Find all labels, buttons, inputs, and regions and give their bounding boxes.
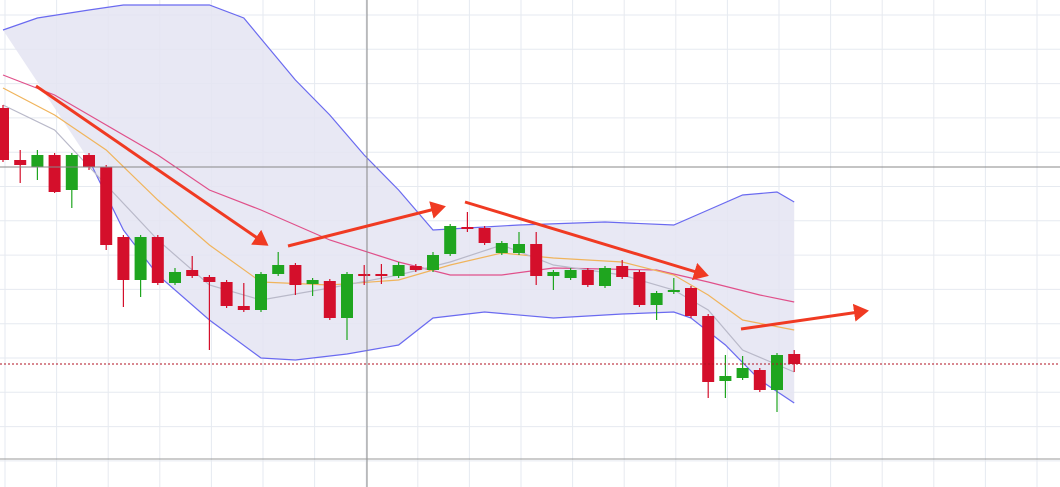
candle-body [306, 280, 319, 284]
candle-body [495, 243, 508, 253]
candle-body [237, 306, 250, 310]
candle-body [341, 274, 353, 318]
candle-body [616, 266, 629, 277]
candle-body [220, 282, 233, 306]
arrow [287, 201, 446, 248]
candle-body [444, 226, 457, 254]
candle-body [427, 255, 439, 270]
candle-body [151, 237, 164, 283]
candle-body [48, 155, 61, 192]
candle-body [323, 281, 336, 318]
candle-body [409, 266, 422, 270]
candle-body [788, 354, 801, 364]
candle-body [513, 244, 525, 253]
candle-body [564, 270, 577, 278]
candle-body [530, 244, 543, 276]
candle-body [255, 274, 267, 310]
candle-body [289, 265, 302, 285]
candle-body [358, 274, 371, 276]
arrow [740, 303, 869, 331]
candle-body [203, 277, 216, 282]
candle-body [736, 368, 749, 378]
indicator-line [2, 4, 795, 231]
candle-body [392, 265, 405, 276]
candle-body [375, 274, 388, 276]
arrows [35, 84, 869, 331]
candle-body [65, 155, 78, 190]
candle-body [685, 288, 697, 316]
candle-body [169, 272, 181, 283]
candle-body [650, 293, 663, 305]
candle-body [134, 237, 147, 280]
candle-body [14, 160, 27, 165]
candle-body [599, 268, 611, 286]
candle-body [633, 272, 646, 305]
candle-body [753, 370, 766, 390]
candle-body [702, 316, 715, 382]
candle-body [117, 237, 130, 280]
candle-body [667, 290, 680, 292]
candle-body [272, 265, 285, 274]
candle-body [581, 270, 594, 285]
candle-body [100, 167, 113, 245]
arrow [35, 84, 269, 246]
candle-body [83, 155, 95, 167]
candle-body [547, 272, 560, 276]
candle-body [31, 155, 44, 167]
candle-body [719, 376, 732, 381]
candle-body [478, 228, 491, 243]
candle-body [461, 227, 474, 229]
candle-body [186, 270, 199, 276]
candle-body [0, 108, 9, 160]
arrow [464, 200, 709, 281]
band-fill [3, 5, 795, 403]
indicator-line [2, 87, 795, 331]
plot [0, 4, 801, 412]
candle-body [771, 355, 783, 390]
